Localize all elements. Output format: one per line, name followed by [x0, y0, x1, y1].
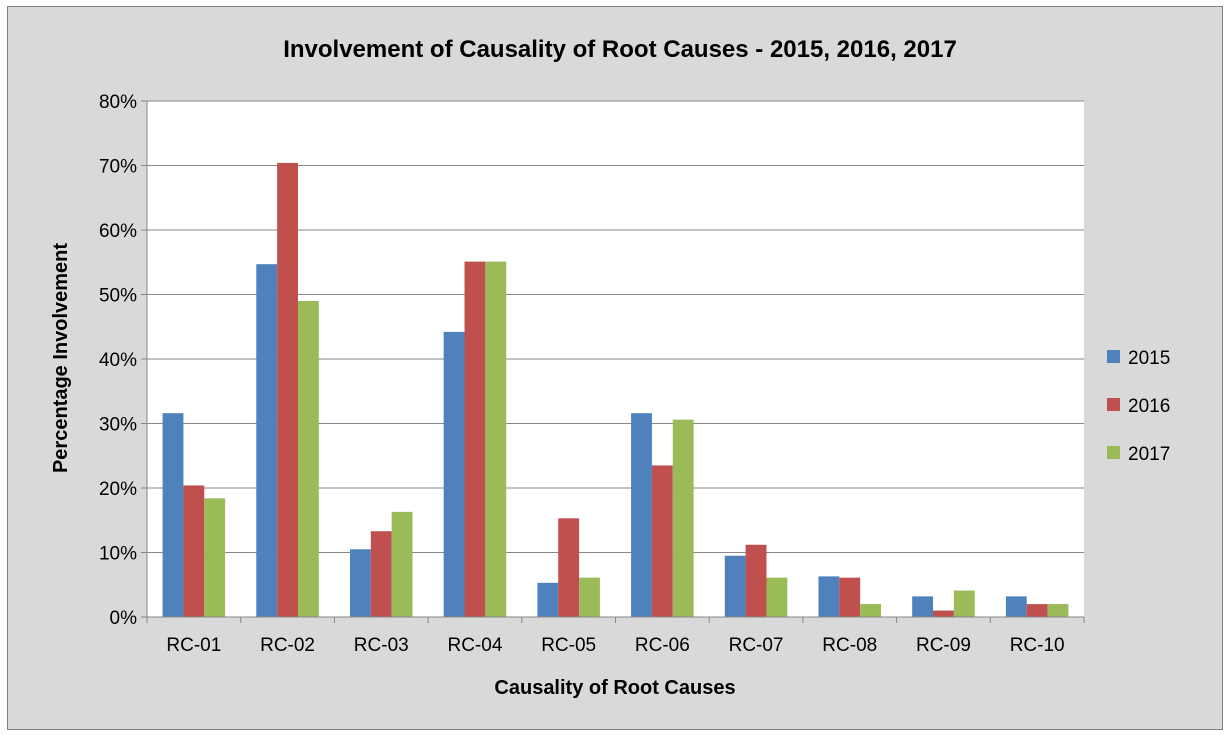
legend-label: 2016 [1128, 396, 1170, 417]
bar [443, 331, 465, 617]
bar [464, 261, 486, 617]
x-axis-tick-labels: RC-01 RC-02 RC-03 RC-04 RC-05 RC-06 RC-07 RC-08… [166, 635, 1064, 656]
legend-swatch [1107, 350, 1120, 363]
chart-frame: 0% 10% 20% 30% 40% 50% 60% 70% 80% RC-01 RC-02 RC-… [7, 6, 1223, 730]
y-tick-label: 60% [99, 221, 137, 242]
x-tick-label: RC-08 [822, 635, 877, 656]
y-tick-label: 10% [99, 544, 137, 565]
bar-chart: 0%10%20%30%40%50%60%70%80% RC-01 RC-02 RC-… [50, 36, 1170, 699]
bar [651, 465, 673, 617]
bar [745, 544, 767, 617]
y-axis-title: Percentage Involvement [50, 243, 72, 473]
bar [1047, 604, 1069, 617]
bar [370, 531, 392, 617]
x-tick-label: RC-07 [729, 635, 784, 656]
bar [277, 162, 298, 618]
bar [933, 610, 954, 617]
bar [818, 576, 840, 617]
legend: 2015 2016 2017 [1107, 348, 1170, 465]
y-tick-label: 20% [99, 479, 137, 500]
bar [860, 604, 882, 617]
bar [953, 590, 975, 617]
bar [579, 577, 600, 617]
bar [485, 261, 507, 617]
bar [162, 413, 184, 617]
y-tick-label: 0% [110, 608, 138, 629]
bar [391, 511, 413, 617]
bar [724, 555, 746, 617]
x-tick-label: RC-10 [1010, 635, 1065, 656]
bar [183, 485, 205, 617]
y-tick-label: 80% [99, 92, 137, 113]
legend-label: 2015 [1128, 348, 1170, 369]
bar [1005, 596, 1027, 617]
bar [297, 300, 319, 617]
y-tick-label: 50% [99, 286, 137, 307]
x-tick-label: RC-01 [166, 635, 221, 656]
bar [204, 498, 226, 617]
x-tick-label: RC-03 [354, 635, 409, 656]
x-tick-label: RC-09 [916, 635, 971, 656]
x-axis-title: Causality of Root Causes [494, 677, 735, 699]
axes [141, 100, 1085, 623]
legend-swatch [1107, 446, 1120, 459]
x-tick-label: RC-04 [447, 635, 502, 656]
x-tick-label: RC-05 [541, 635, 596, 656]
y-tick-label: 40% [99, 350, 137, 371]
bar [256, 264, 278, 617]
bar [558, 518, 580, 617]
bar [766, 577, 788, 617]
legend-label: 2017 [1128, 444, 1170, 465]
bar [1026, 604, 1048, 617]
bar [631, 413, 652, 617]
bar [349, 549, 371, 617]
x-tick-label: RC-06 [635, 635, 690, 656]
y-tick-label: 30% [99, 415, 137, 436]
legend-swatch [1107, 398, 1120, 411]
bar [912, 596, 934, 617]
chart-title: Involvement of Causality of Root Causes … [283, 36, 957, 63]
bar [537, 582, 559, 617]
bar [839, 577, 861, 617]
y-tick-label: 70% [99, 157, 137, 178]
bars [162, 162, 1069, 618]
y-axis-tick-labels: 0% 10% 20% 30% 40% 50% 60% 70% 80% [99, 92, 137, 629]
x-tick-label: RC-02 [260, 635, 315, 656]
bar [672, 419, 694, 617]
